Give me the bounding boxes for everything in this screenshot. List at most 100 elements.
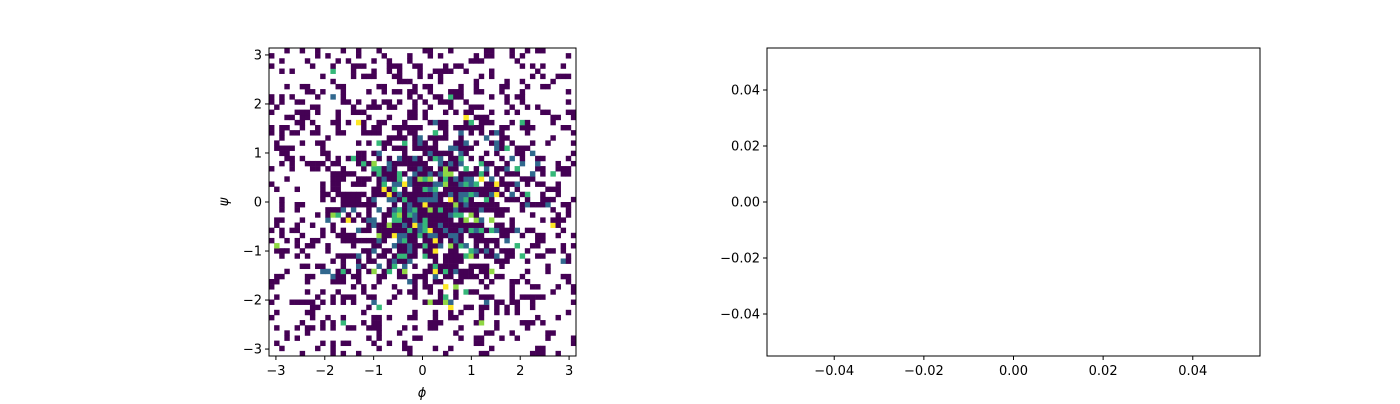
heatmap-cell — [361, 160, 367, 167]
heatmap-cell — [330, 222, 336, 228]
heatmap-cell — [550, 196, 556, 203]
heatmap-cell — [371, 340, 377, 347]
heatmap-cell — [519, 294, 526, 300]
heatmap-cell — [524, 268, 531, 275]
heatmap-cell — [442, 232, 449, 239]
heatmap-cell — [371, 166, 377, 172]
heatmap-cell — [422, 150, 428, 157]
heatmap-cell — [540, 294, 546, 300]
heatmap-cell — [407, 181, 413, 187]
heatmap-cell — [350, 104, 357, 110]
heatmap-cell — [560, 166, 567, 172]
heatmap-cell — [489, 160, 495, 167]
heatmap-cell — [304, 160, 311, 167]
heatmap-cell — [412, 125, 418, 131]
heatmap-cell — [407, 243, 413, 249]
heatmap-cell — [376, 273, 382, 280]
heatmap-cell — [458, 63, 464, 69]
heatmap-cell — [345, 196, 352, 203]
heatmap-cell — [376, 207, 382, 213]
heatmap-cell — [458, 140, 464, 146]
heatmap-cell — [371, 320, 377, 326]
heatmap-cell — [524, 125, 531, 131]
heatmap-cell — [514, 109, 521, 116]
heatmap-cell — [299, 299, 306, 305]
heatmap-cell — [407, 160, 413, 167]
heatmap-cell — [279, 248, 285, 254]
heatmap-cell — [340, 207, 347, 213]
heatmap-cell — [340, 314, 347, 321]
heatmap-cell — [478, 350, 485, 357]
heatmap-cell — [432, 207, 439, 213]
heatmap-cell — [396, 258, 403, 264]
heatmap-cell — [473, 78, 480, 85]
heatmap-cell — [540, 181, 546, 187]
heatmap-cell — [489, 237, 495, 244]
heatmap-cell — [274, 243, 280, 249]
y-tick-label: −1 — [243, 245, 262, 260]
heatmap-cell — [330, 273, 336, 280]
heatmap-cell — [570, 196, 577, 203]
heatmap-cell — [386, 104, 393, 110]
heatmap-cell — [366, 222, 372, 228]
heatmap-cell — [519, 253, 526, 259]
heatmap-cell — [489, 181, 495, 187]
heatmap-cell — [361, 191, 367, 198]
heatmap-cell — [269, 125, 275, 131]
heatmap-cell — [427, 232, 434, 239]
heatmap-cell — [427, 135, 434, 141]
heatmap-cell — [361, 73, 367, 80]
heatmap-cell — [412, 135, 418, 141]
heatmap-cell — [417, 181, 423, 187]
heatmap-cell — [458, 145, 464, 151]
heatmap-cell — [494, 166, 500, 172]
heatmap-cell — [504, 232, 510, 239]
heatmap-cell — [560, 227, 567, 234]
heatmap-cell — [453, 166, 459, 172]
heatmap-cell — [463, 125, 469, 131]
heatmap-cell — [279, 232, 285, 239]
heatmap-cell — [442, 284, 449, 290]
heatmap-cell — [483, 248, 490, 254]
heatmap-cell — [330, 340, 336, 347]
heatmap-cell — [442, 273, 449, 280]
heatmap-cell — [376, 150, 382, 157]
heatmap-cell — [540, 83, 546, 90]
heatmap-cell — [304, 279, 311, 285]
heatmap-cell — [458, 258, 464, 264]
heatmap-cell — [442, 263, 449, 270]
heatmap-cell — [274, 248, 280, 254]
heatmap-cell — [427, 289, 434, 295]
heatmap-cell — [555, 73, 561, 80]
heatmap-cell — [514, 309, 521, 316]
heatmap-cell — [437, 320, 444, 326]
heatmap-cell — [494, 304, 500, 311]
heatmap-cell — [269, 284, 275, 290]
heatmap-cell — [529, 243, 536, 249]
heatmap-cell — [448, 237, 454, 244]
heatmap-cell — [320, 73, 326, 80]
heatmap-cell — [376, 335, 382, 341]
heatmap-cell — [412, 222, 418, 228]
heatmap-cell — [381, 166, 387, 172]
heatmap-cell — [422, 171, 428, 177]
heatmap-cell — [412, 155, 418, 162]
heatmap-cell — [478, 314, 485, 321]
heatmap-cell — [550, 207, 556, 213]
heatmap-cell — [448, 207, 454, 213]
heatmap-cell — [448, 104, 454, 110]
heatmap-cell — [412, 207, 418, 213]
heatmap-cell — [483, 181, 490, 187]
heatmap-cell — [340, 258, 347, 264]
heatmap-cell — [448, 243, 454, 249]
heatmap-cell — [381, 53, 387, 59]
heatmap-cell — [386, 314, 393, 321]
heatmap-cell — [284, 125, 290, 131]
heatmap-y-ticks: −3 −2 −1 0 1 2 3 — [243, 48, 269, 358]
heatmap-cell — [299, 350, 306, 357]
heatmap-cell — [570, 160, 577, 167]
heatmap-cell — [279, 150, 285, 157]
heatmap-cell — [463, 289, 469, 295]
heatmap-cell — [432, 279, 439, 285]
heatmap-cell — [565, 73, 572, 80]
